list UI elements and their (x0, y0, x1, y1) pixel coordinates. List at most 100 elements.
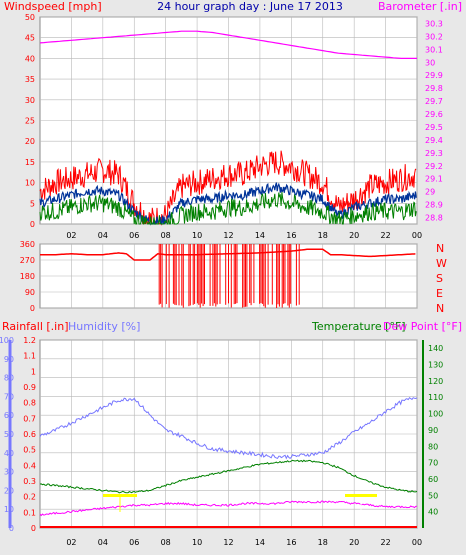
humidity-axis-label: Humidity [%] (68, 320, 140, 333)
dewpoint-line (39, 500, 418, 517)
annotation-marker (345, 494, 377, 497)
rainfall-ticks: 0 0.1 0.2 0.3 0.4 0.5 0.6 0.7 0.8 0.9 1 1.1 1.2 (23, 336, 36, 533)
x-tick-label: 08 (161, 231, 171, 240)
temperature-tick-label: 50 (428, 491, 438, 500)
rainfall-tick-label: 0.4 (23, 461, 36, 470)
rainfall-tick-label: 0.7 (23, 414, 36, 423)
rainfall-tick-label: 1 (31, 367, 36, 376)
temperature-axis-label: Temperature [°F] (311, 320, 406, 333)
barometer-tick-label: 29.2 (425, 162, 443, 171)
x-tick-label: 18 (318, 538, 328, 547)
temperature-tick-label: 100 (428, 410, 443, 419)
barometer-tick-label: 30.3 (425, 19, 443, 28)
barometer-axis-label: Barometer [.in] (378, 0, 462, 13)
temperature-tick-label: 140 (428, 344, 443, 353)
windspeed-tick-label: 25 (25, 117, 35, 126)
humidity-tick-label: 60 (4, 411, 14, 420)
direction-line (40, 248, 416, 261)
barometer-tick-label: 29.8 (425, 84, 443, 93)
barometer-tick-label: 29.5 (425, 123, 443, 132)
x-tick-label: 22 (380, 231, 390, 240)
x-tick-label: 02 (66, 538, 76, 547)
humidity-tick-label: 0 (9, 524, 14, 533)
humidity-tick-label: 10 (4, 505, 14, 514)
wind-x-ticks: 02 04 06 08 10 12 14 16 18 20 22 00 (66, 231, 422, 240)
temperature-tick-label: 120 (428, 377, 443, 386)
windspeed-tick-label: 5 (30, 199, 35, 208)
climate-series (39, 396, 418, 528)
barometer-line (39, 30, 417, 60)
windspeed-tick-label: 10 (25, 179, 35, 188)
temperature-tick-label: 40 (428, 508, 438, 517)
rainfall-tick-label: 0.9 (23, 383, 36, 392)
humidity-tick-label: 50 (4, 430, 14, 439)
rainfall-tick-label: 0.1 (23, 508, 36, 517)
barometer-tick-label: 30 (425, 58, 435, 67)
windspeed-tick-label: 0 (30, 220, 35, 229)
x-tick-label: 14 (255, 538, 265, 547)
rainfall-axis-label: Rainfall [.in] (2, 320, 69, 333)
windspeed-tick-label: 15 (25, 158, 35, 167)
x-tick-label: 08 (161, 538, 171, 547)
x-tick-label: 04 (98, 231, 108, 240)
x-tick-label: 20 (349, 231, 359, 240)
compass-label: S (436, 272, 443, 285)
rainfall-tick-label: 0.2 (23, 493, 36, 502)
barometer-tick-label: 30.2 (425, 32, 443, 41)
direction-ticks: 360 270 180 90 0 (20, 240, 35, 313)
direction-tick-label: 0 (30, 304, 35, 313)
barometer-tick-label: 29.3 (425, 149, 443, 158)
x-tick-label: 16 (286, 538, 296, 547)
x-tick-label: 18 (318, 231, 328, 240)
wind-panel-grid (40, 16, 418, 225)
humidity-tick-label: 70 (4, 392, 14, 401)
x-tick-label: 06 (129, 538, 139, 547)
x-tick-label: 00 (412, 231, 422, 240)
x-tick-label: 06 (129, 231, 139, 240)
temperature-tick-label: 70 (428, 459, 438, 468)
x-tick-label: 04 (98, 538, 108, 547)
barometer-tick-label: 29.6 (425, 110, 443, 119)
direction-tick-label: 90 (25, 288, 35, 297)
windspeed-tick-label: 20 (25, 137, 35, 146)
windspeed-tick-label: 40 (25, 54, 35, 63)
barometer-tick-label: 29 (425, 188, 435, 197)
compass-label: N (436, 242, 444, 255)
windspeed-tick-label: 50 (25, 13, 35, 22)
compass-label: W (436, 257, 447, 270)
x-tick-label: 10 (192, 538, 202, 547)
x-tick-label: 20 (349, 538, 359, 547)
wind-low-line (39, 192, 417, 226)
rainfall-tick-label: 0.5 (23, 446, 36, 455)
barometer-tick-label: 29.9 (425, 71, 443, 80)
rainfall-tick-label: 1.1 (23, 352, 36, 361)
x-tick-label: 12 (223, 231, 233, 240)
wind-gust-line (39, 150, 417, 226)
direction-tick-label: 180 (20, 272, 35, 281)
humidity-tick-label: 90 (4, 355, 14, 364)
rainfall-tick-label: 1.2 (23, 336, 36, 345)
wind-average-line (39, 182, 417, 226)
x-tick-label: 22 (380, 538, 390, 547)
direction-tick-label: 360 (20, 240, 35, 249)
humidity-line (39, 396, 418, 460)
rainfall-tick-label: 0.3 (23, 477, 36, 486)
barometer-ticks: 28.8 28.9 29 29.1 29.2 29.3 29.4 29.5 29.6 29.7 29… (425, 19, 443, 222)
humidity-tick-label: 100 (0, 336, 14, 345)
windspeed-tick-label: 35 (25, 75, 35, 84)
compass-label: E (436, 287, 443, 300)
barometer-tick-label: 29.4 (425, 136, 443, 145)
windspeed-ticks: 0 5 10 15 20 25 30 35 40 45 50 (25, 13, 35, 229)
x-tick-label: 00 (412, 538, 422, 547)
barometer-tick-label: 29.1 (425, 175, 443, 184)
x-tick-label: 02 (66, 231, 76, 240)
chart-title: 24 hour graph day : June 17 2013 (157, 0, 343, 13)
temperature-tick-label: 130 (428, 361, 443, 370)
humidity-tick-label: 20 (4, 486, 14, 495)
climate-x-ticks: 02 04 06 08 10 12 14 16 18 20 22 00 (66, 538, 422, 547)
windspeed-axis-label: Windspeed [mph] (4, 0, 102, 13)
wind-series (39, 30, 417, 226)
